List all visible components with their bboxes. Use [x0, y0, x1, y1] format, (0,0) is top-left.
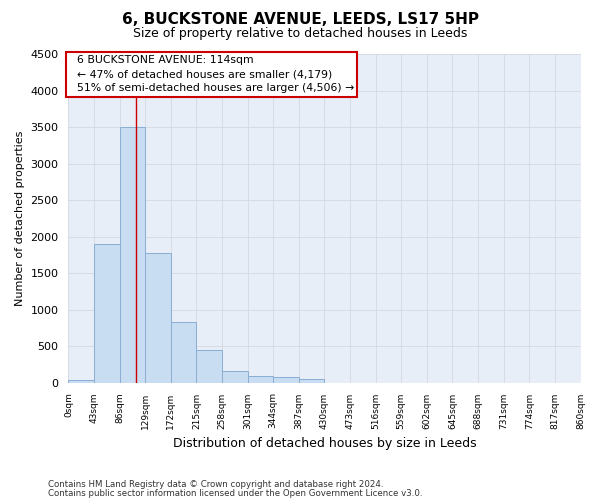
Text: 6, BUCKSTONE AVENUE, LEEDS, LS17 5HP: 6, BUCKSTONE AVENUE, LEEDS, LS17 5HP [121, 12, 479, 28]
Bar [94, 244, 119, 382]
Bar [145, 252, 171, 382]
Text: Contains HM Land Registry data © Crown copyright and database right 2024.: Contains HM Land Registry data © Crown c… [48, 480, 383, 489]
Y-axis label: Number of detached properties: Number of detached properties [15, 130, 25, 306]
Bar [171, 322, 196, 382]
Bar [68, 380, 94, 382]
Text: Contains public sector information licensed under the Open Government Licence v3: Contains public sector information licen… [48, 490, 422, 498]
Bar [196, 350, 222, 382]
Bar [299, 378, 325, 382]
Bar [222, 372, 248, 382]
Bar [248, 376, 273, 382]
Bar [273, 378, 299, 382]
Text: Size of property relative to detached houses in Leeds: Size of property relative to detached ho… [133, 28, 467, 40]
Text: 6 BUCKSTONE AVENUE: 114sqm
  ← 47% of detached houses are smaller (4,179)
  51% : 6 BUCKSTONE AVENUE: 114sqm ← 47% of deta… [70, 56, 354, 94]
Bar [119, 127, 145, 382]
X-axis label: Distribution of detached houses by size in Leeds: Distribution of detached houses by size … [173, 437, 476, 450]
